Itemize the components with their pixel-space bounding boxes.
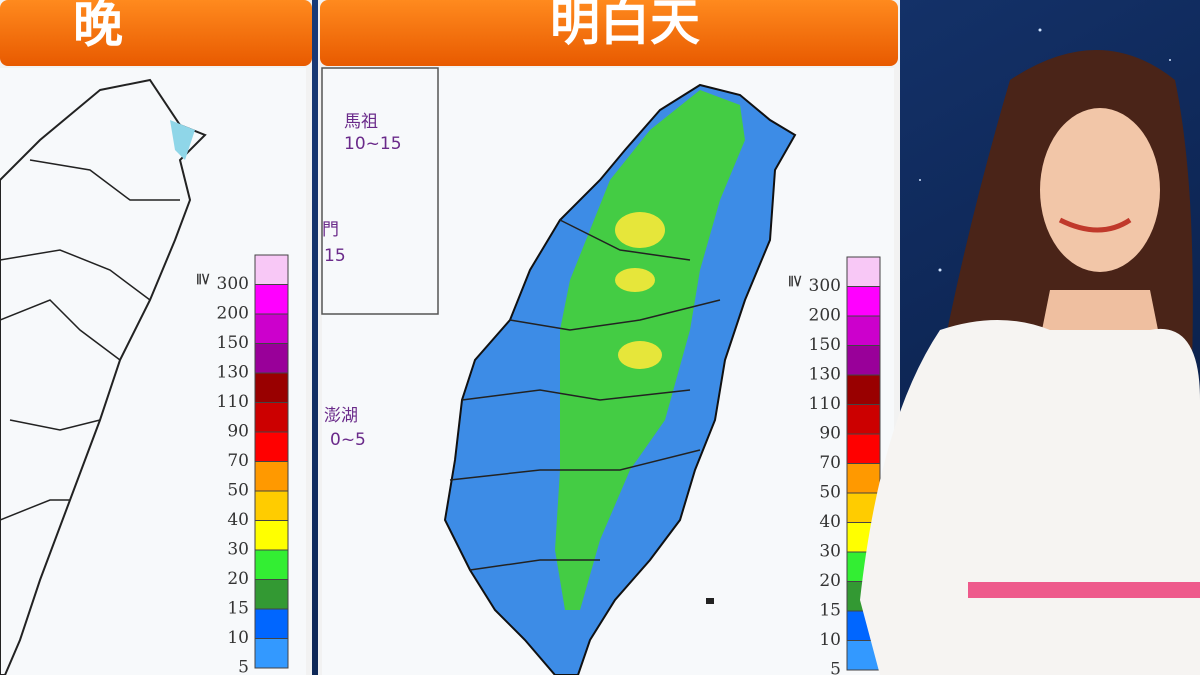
legend-label: 30: [819, 542, 841, 562]
legend-label: 90: [227, 422, 249, 442]
legend-swatch: [254, 313, 289, 344]
legend-label: 15: [227, 599, 249, 619]
legend-swatch: [846, 286, 881, 317]
legend-swatch: [254, 431, 289, 462]
legend-label: 10: [819, 630, 841, 650]
legend-label: 5: [830, 660, 841, 675]
legend-label: 50: [227, 481, 249, 501]
county-boundaries: [449, 219, 721, 571]
legend-label: 5: [238, 658, 249, 675]
legend-label: 200: [809, 306, 841, 326]
left-title: 晚: [73, 0, 123, 54]
legend-label: 20: [819, 571, 841, 591]
legend-label: 15: [819, 601, 841, 621]
legend-swatch: [254, 520, 289, 551]
legend-swatch: [254, 461, 289, 492]
yellow-rain-zones: [615, 212, 665, 369]
legend-label: 70: [819, 453, 841, 473]
left-header: [0, 0, 312, 66]
legend-swatch: [254, 343, 289, 374]
legend-label: 300: [217, 274, 249, 294]
legend-swatch: [846, 315, 881, 346]
legend-swatch: [846, 345, 881, 376]
legend-swatch: [254, 638, 289, 669]
legend-label: 30: [227, 540, 249, 560]
island-name: 門: [322, 220, 339, 240]
legend-swatch: [254, 579, 289, 610]
legend-label: 200: [217, 304, 249, 324]
legend-swatch: [254, 372, 289, 403]
left-map-outline: [0, 78, 207, 675]
legend-label: 110: [809, 394, 841, 414]
legend-swatch: [846, 463, 881, 494]
legend-label: 150: [809, 335, 841, 355]
legend-swatch: [846, 433, 881, 464]
legend-label: 150: [217, 333, 249, 353]
legend-swatch: [846, 404, 881, 435]
legend-swatch: [254, 284, 289, 315]
legend-symbol: ≧: [194, 272, 214, 286]
legend-label: 40: [227, 510, 249, 530]
legend-label: 20: [227, 569, 249, 589]
legend-swatch: [254, 608, 289, 639]
legend-label: 10: [227, 628, 249, 648]
island-inset: [321, 67, 439, 315]
legend-swatch: [254, 402, 289, 433]
legend-symbol: ≧: [786, 274, 806, 288]
legend-swatch: [254, 549, 289, 580]
left-legend: ≧ 300 200 150 130 110 90 70 50 40 30 20 15 10 5: [194, 254, 289, 675]
small-island: [706, 598, 714, 604]
legend-label: 70: [227, 451, 249, 471]
island-range: 15: [324, 246, 346, 266]
legend-swatch: [254, 490, 289, 521]
center-title: 明白天: [550, 0, 700, 52]
island-range: 10~15: [344, 134, 402, 154]
left-rain-area: [170, 120, 195, 160]
legend-label: 130: [809, 365, 841, 385]
legend-label: 40: [819, 512, 841, 532]
island-range: 0~5: [330, 430, 366, 450]
island-name: 馬祖: [344, 112, 378, 132]
legend-label: 130: [217, 363, 249, 383]
legend-swatch: [254, 254, 289, 285]
island-name: 澎湖: [324, 406, 358, 426]
legend-label: 90: [819, 424, 841, 444]
center-header: [320, 0, 898, 66]
presenter: [860, 50, 1200, 675]
legend-swatch: [846, 374, 881, 405]
legend-label: 300: [809, 276, 841, 296]
legend-label: 110: [217, 392, 249, 412]
left-map-boundaries: [0, 159, 180, 521]
legend-swatch: [846, 256, 881, 287]
legend-label: 50: [819, 483, 841, 503]
